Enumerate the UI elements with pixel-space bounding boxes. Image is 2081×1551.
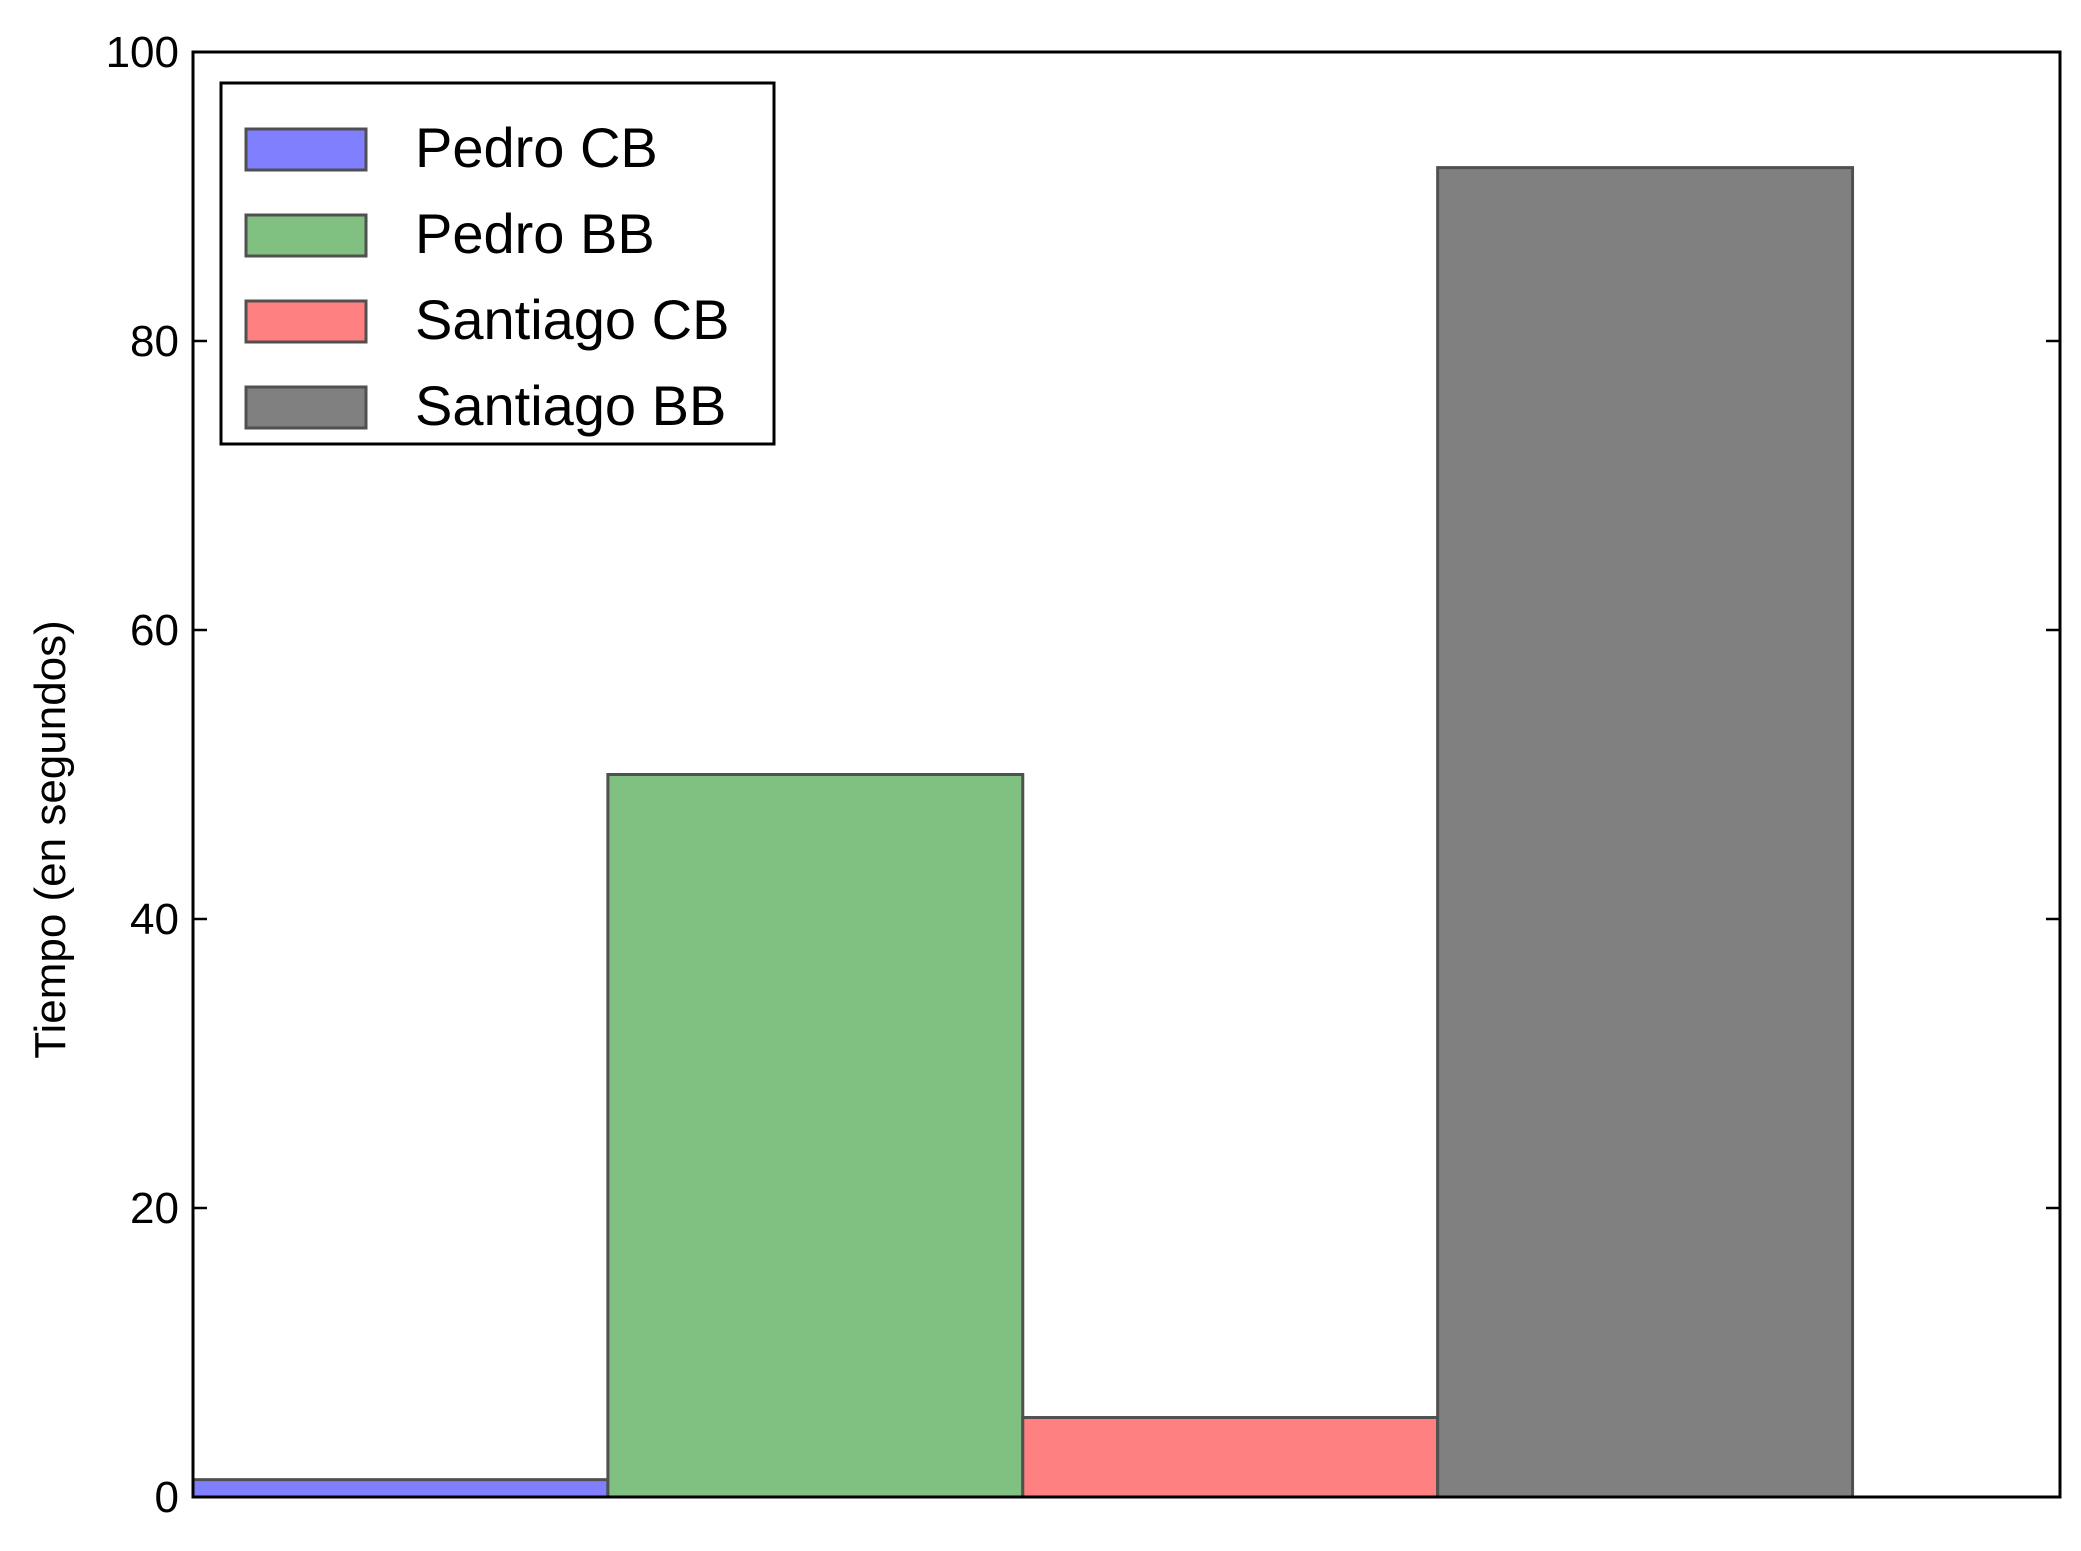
- legend-label: Santiago CB: [415, 288, 729, 351]
- y-tick-label: 40: [130, 895, 179, 944]
- legend-swatch: [244, 385, 368, 430]
- bar-pedro-cb: [191, 1478, 610, 1499]
- legend-swatch: [244, 299, 368, 344]
- legend: Pedro CB Pedro BB Santiago CB Santiago BB: [219, 81, 776, 446]
- legend-swatch: [244, 213, 368, 258]
- ticks-layer: 0 20 40 60 80 100: [106, 28, 2060, 1522]
- y-axis-title: Tiempo (en segundos): [26, 620, 75, 1059]
- y-tick-label: 100: [106, 28, 179, 77]
- legend-label: Pedro CB: [415, 116, 658, 179]
- bar-santiago-bb: [1436, 166, 1855, 1499]
- y-tick-label: 60: [130, 606, 179, 655]
- legend-swatch: [244, 127, 368, 172]
- legend-label: Santiago BB: [415, 374, 726, 437]
- bars-layer: [191, 166, 1855, 1499]
- bar-pedro-bb: [606, 773, 1025, 1499]
- y-tick-label: 20: [130, 1184, 179, 1233]
- bar-santiago-cb: [1021, 1416, 1440, 1499]
- y-tick-label: 0: [155, 1473, 179, 1522]
- y-tick-label: 80: [130, 317, 179, 366]
- legend-label: Pedro BB: [415, 202, 655, 265]
- plot-frame: [191, 50, 2062, 1499]
